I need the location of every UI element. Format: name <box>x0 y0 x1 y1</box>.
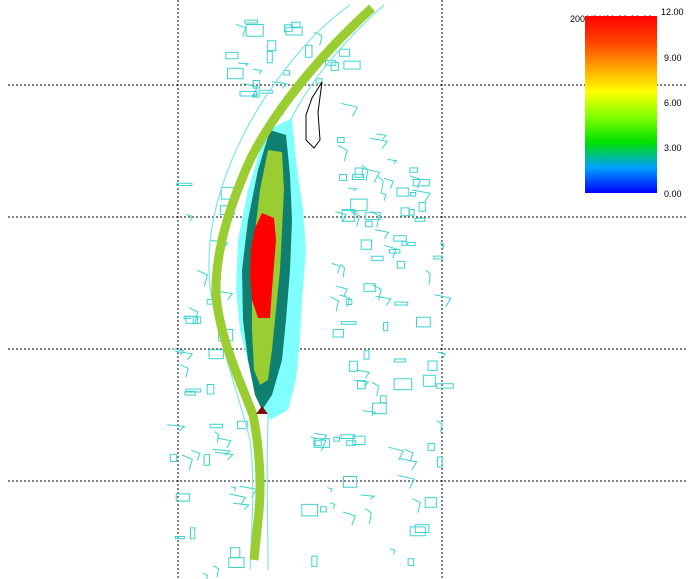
legend-tick-12: 12.00 <box>661 7 684 17</box>
river-channel <box>211 4 376 561</box>
grid-lines <box>8 0 688 579</box>
legend-tick-9: 9.00 <box>664 53 682 63</box>
legend-tick-6: 6.00 <box>664 98 682 108</box>
legend-colorbar <box>585 16 657 193</box>
inlet-outline <box>305 81 323 149</box>
legend-tick-3: 3.00 <box>664 143 682 153</box>
max-depth-zone <box>250 213 276 318</box>
building-outlines <box>167 19 454 579</box>
gauge-marker <box>256 406 268 414</box>
legend-tick-0: 0.00 <box>664 189 682 199</box>
depth-legend: 12.00 9.00 6.00 3.00 0.00 <box>585 7 684 199</box>
